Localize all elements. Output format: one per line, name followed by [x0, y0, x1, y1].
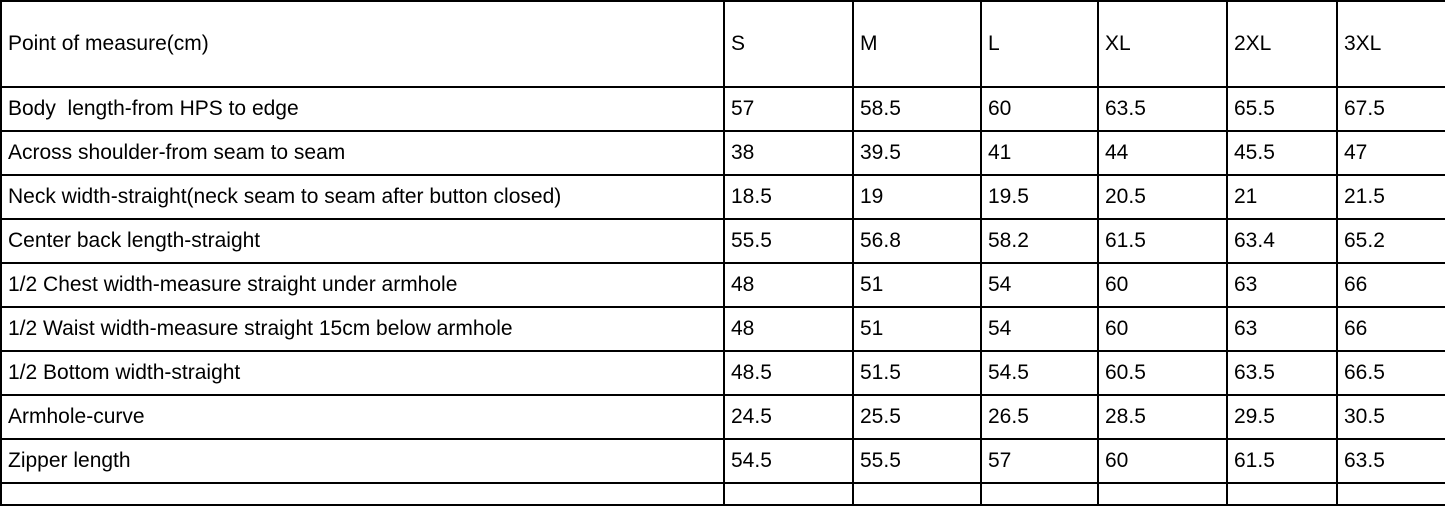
- table-row-neck-width: Neck width-straight(neck seam to seam af…: [0, 174, 1445, 220]
- value-cell: 63: [1226, 262, 1338, 308]
- table-row-center-back: Center back length-straight 55.5 56.8 58…: [0, 218, 1445, 264]
- value-cell: 58.2: [980, 218, 1099, 264]
- value-cell: 45.5: [1226, 130, 1338, 176]
- measure-label: 1/2 Bottom width-straight: [0, 350, 725, 396]
- value-cell: 60: [1097, 262, 1228, 308]
- measure-label: Center back length-straight: [0, 218, 725, 264]
- value-cell: 63.5: [1097, 86, 1228, 132]
- value-cell: 21: [1226, 174, 1338, 220]
- value-cell: 60: [980, 86, 1099, 132]
- measure-header-cell: Point of measure(cm): [0, 0, 725, 88]
- value-cell: 54.5: [980, 350, 1099, 396]
- empty-cell: [1336, 482, 1445, 506]
- size-header-3xl: 3XL: [1336, 0, 1445, 88]
- value-cell: 20.5: [1097, 174, 1228, 220]
- value-cell: 60.5: [1097, 350, 1228, 396]
- table-row-chest-width: 1/2 Chest width-measure straight under a…: [0, 262, 1445, 308]
- value-cell: 26.5: [980, 394, 1099, 440]
- value-cell: 56.8: [852, 218, 982, 264]
- value-cell: 19.5: [980, 174, 1099, 220]
- value-cell: 47: [1336, 130, 1445, 176]
- value-cell: 44: [1097, 130, 1228, 176]
- value-cell: 66.5: [1336, 350, 1445, 396]
- value-cell: 65.5: [1226, 86, 1338, 132]
- value-cell: 55.5: [723, 218, 854, 264]
- table-row-zipper-length: Zipper length 54.5 55.5 57 60 61.5 63.5: [0, 438, 1445, 484]
- value-cell: 48: [723, 306, 854, 352]
- measure-label: 1/2 Chest width-measure straight under a…: [0, 262, 725, 308]
- value-cell: 57: [980, 438, 1099, 484]
- value-cell: 54: [980, 262, 1099, 308]
- value-cell: 25.5: [852, 394, 982, 440]
- value-cell: 28.5: [1097, 394, 1228, 440]
- value-cell: 63.4: [1226, 218, 1338, 264]
- empty-cell: [980, 482, 1099, 506]
- value-cell: 55.5: [852, 438, 982, 484]
- size-header-s: S: [723, 0, 854, 88]
- empty-cell: [1097, 482, 1228, 506]
- measure-label: 1/2 Waist width-measure straight 15cm be…: [0, 306, 725, 352]
- value-cell: 57: [723, 86, 854, 132]
- empty-cell: [1226, 482, 1338, 506]
- empty-cell: [723, 482, 854, 506]
- value-cell: 63: [1226, 306, 1338, 352]
- value-cell: 67.5: [1336, 86, 1445, 132]
- table-row-waist-width: 1/2 Waist width-measure straight 15cm be…: [0, 306, 1445, 352]
- size-header-l: L: [980, 0, 1099, 88]
- value-cell: 54: [980, 306, 1099, 352]
- table-row-partial-clipped: [0, 482, 1445, 506]
- value-cell: 48.5: [723, 350, 854, 396]
- value-cell: 38: [723, 130, 854, 176]
- value-cell: 41: [980, 130, 1099, 176]
- measure-label: Zipper length: [0, 438, 725, 484]
- empty-cell: [852, 482, 982, 506]
- value-cell: 63.5: [1226, 350, 1338, 396]
- table-row-bottom-width: 1/2 Bottom width-straight 48.5 51.5 54.5…: [0, 350, 1445, 396]
- value-cell: 51: [852, 306, 982, 352]
- value-cell: 51: [852, 262, 982, 308]
- size-header-2xl: 2XL: [1226, 0, 1338, 88]
- value-cell: 60: [1097, 438, 1228, 484]
- value-cell: 21.5: [1336, 174, 1445, 220]
- table-row-armhole: Armhole-curve 24.5 25.5 26.5 28.5 29.5 3…: [0, 394, 1445, 440]
- measure-label: Neck width-straight(neck seam to seam af…: [0, 174, 725, 220]
- table-header-row: Point of measure(cm) S M L XL 2XL 3XL: [0, 0, 1445, 88]
- value-cell: 61.5: [1226, 438, 1338, 484]
- value-cell: 61.5: [1097, 218, 1228, 264]
- measure-label: Across shoulder-from seam to seam: [0, 130, 725, 176]
- value-cell: 19: [852, 174, 982, 220]
- value-cell: 54.5: [723, 438, 854, 484]
- table-row-body-length: Body length-from HPS to edge 57 58.5 60 …: [0, 86, 1445, 132]
- size-header-xl: XL: [1097, 0, 1228, 88]
- measure-label: Armhole-curve: [0, 394, 725, 440]
- empty-cell: [0, 482, 725, 506]
- value-cell: 51.5: [852, 350, 982, 396]
- value-cell: 48: [723, 262, 854, 308]
- value-cell: 66: [1336, 262, 1445, 308]
- value-cell: 29.5: [1226, 394, 1338, 440]
- value-cell: 63.5: [1336, 438, 1445, 484]
- value-cell: 66: [1336, 306, 1445, 352]
- value-cell: 24.5: [723, 394, 854, 440]
- measure-label: Body length-from HPS to edge: [0, 86, 725, 132]
- value-cell: 58.5: [852, 86, 982, 132]
- table-row-across-shoulder: Across shoulder-from seam to seam 38 39.…: [0, 130, 1445, 176]
- value-cell: 30.5: [1336, 394, 1445, 440]
- value-cell: 18.5: [723, 174, 854, 220]
- value-cell: 60: [1097, 306, 1228, 352]
- size-header-m: M: [852, 0, 982, 88]
- value-cell: 65.2: [1336, 218, 1445, 264]
- value-cell: 39.5: [852, 130, 982, 176]
